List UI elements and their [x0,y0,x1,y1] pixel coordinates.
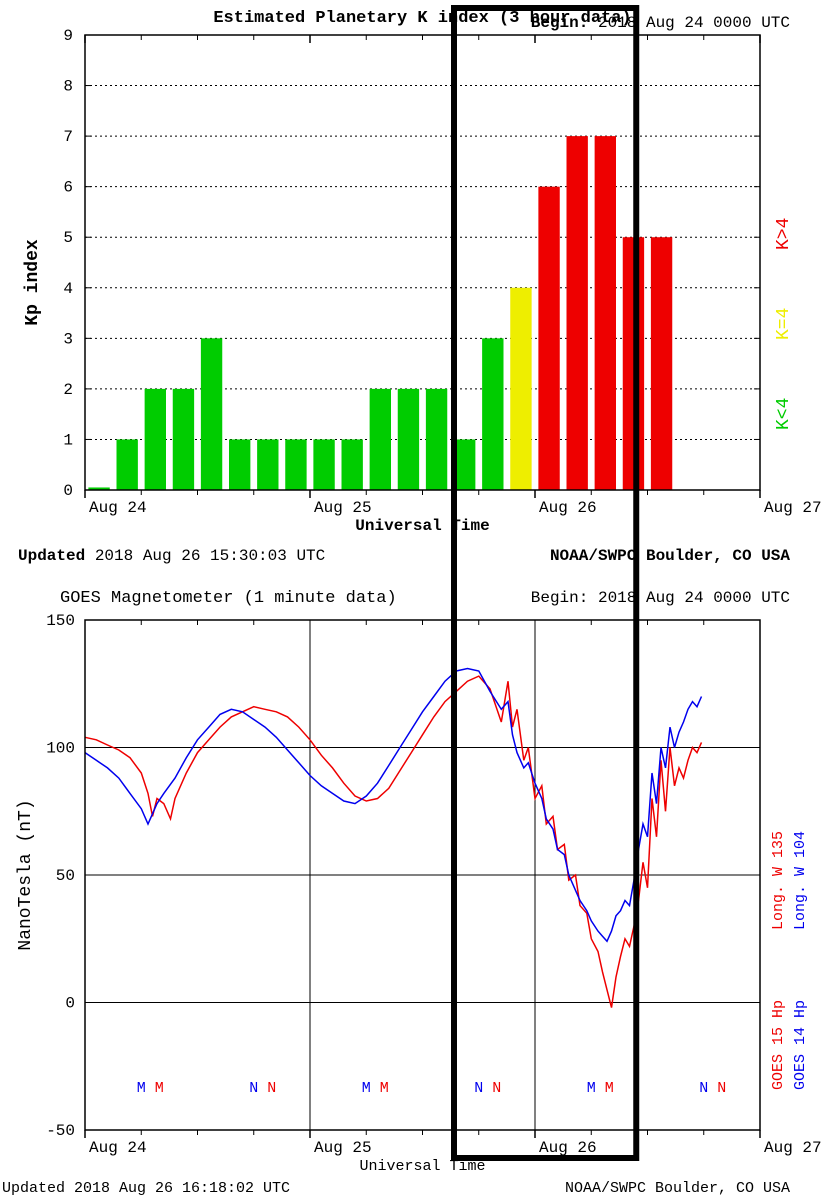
ytick-label: 0 [65,995,75,1013]
ytick-label: 3 [63,330,73,348]
kp-bar [595,136,616,490]
ytick-label: 9 [63,27,73,45]
goes-line [85,669,702,942]
series-name-label: GOES 15 Hp [770,1000,787,1090]
ytick-label: 6 [63,179,73,197]
bottom-source: NOAA/SWPC Boulder, CO USA [565,1180,790,1197]
bottom-begin: Begin: 2018 Aug 24 0000 UTC [531,589,790,607]
bottom-title: GOES Magnetometer (1 minute data) [60,589,397,608]
mn-marker: M [137,1080,146,1097]
bottom-ylabel: NanoTesla (nT) [16,799,36,950]
kp-bar [201,338,222,490]
series-long-label: Long. W 104 [792,831,809,930]
kp-bar [285,439,306,490]
ytick-label: 7 [63,128,73,146]
mn-marker: N [474,1080,483,1097]
ytick-label: 4 [63,280,73,298]
xtick-label: Aug 24 [89,1139,147,1157]
ytick-label: 5 [63,229,73,247]
ytick-label: 1 [63,431,73,449]
top-source: NOAA/SWPC Boulder, CO USA [550,547,790,565]
series-name-label: GOES 14 Hp [792,1000,809,1090]
chart-svg: Estimated Planetary K index (3 hour data… [0,0,823,1200]
kp-bar [482,338,503,490]
kp-bar [173,389,194,490]
xtick-label: Aug 26 [539,1139,597,1157]
kp-bar [145,389,166,490]
kp-bar [229,439,250,490]
mn-marker: M [587,1080,596,1097]
xtick-label: Aug 25 [314,499,372,517]
mn-marker: N [699,1080,708,1097]
ytick-label: 2 [63,381,73,399]
mn-marker: N [249,1080,258,1097]
mn-marker: M [380,1080,389,1097]
ytick-label: 100 [46,740,75,758]
kp-bar [510,288,531,490]
ytick-label: 50 [56,867,75,885]
kp-bar [567,136,588,490]
ytick-label: 8 [63,78,73,96]
kp-bar [538,187,559,490]
mn-marker: N [267,1080,276,1097]
top-updated: Updated 2018 Aug 26 15:30:03 UTC [18,547,325,565]
top-legend-item: K>4 [774,218,794,250]
goes-line [85,676,702,1008]
xtick-label: Aug 27 [764,1139,822,1157]
chart-container: Estimated Planetary K index (3 hour data… [0,0,823,1200]
ytick-label: 0 [63,482,73,500]
mn-marker: N [717,1080,726,1097]
kp-bar [257,439,278,490]
top-legend-item: K=4 [774,308,794,340]
xtick-label: Aug 26 [539,499,597,517]
mn-marker: M [155,1080,164,1097]
kp-bar [398,389,419,490]
xtick-label: Aug 27 [764,499,822,517]
ytick-label: -50 [46,1122,75,1140]
top-ylabel: Kp index [23,239,43,326]
kp-bar [426,389,447,490]
kp-bar [313,439,334,490]
xtick-label: Aug 25 [314,1139,372,1157]
bottom-updated: Updated 2018 Aug 26 16:18:02 UTC [2,1180,290,1197]
kp-bar [370,389,391,490]
mn-marker: M [605,1080,614,1097]
top-begin: Begin: 2018 Aug 24 0000 UTC [531,14,790,32]
series-long-label: Long. W 135 [770,831,787,930]
xtick-label: Aug 24 [89,499,147,517]
kp-bar [342,439,363,490]
kp-bar [117,439,138,490]
kp-bar [651,237,672,490]
top-xlabel: Universal Time [355,517,489,535]
kp-bar [454,439,475,490]
mn-marker: N [492,1080,501,1097]
top-legend-item: K<4 [774,398,794,430]
ytick-label: 150 [46,612,75,630]
mn-marker: M [362,1080,371,1097]
